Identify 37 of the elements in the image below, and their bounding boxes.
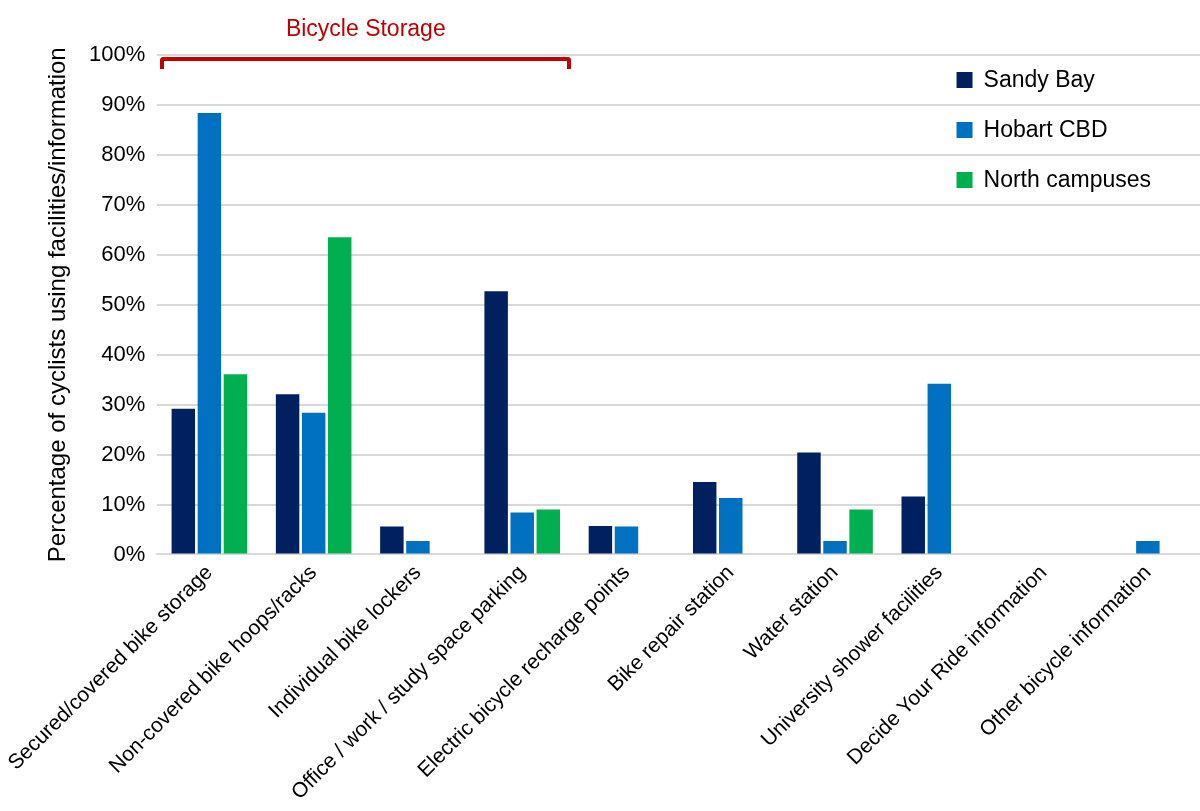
bar <box>823 541 847 554</box>
y-tick-label: 30% <box>101 390 146 416</box>
y-tick-label: 40% <box>101 340 146 366</box>
bar <box>328 237 352 554</box>
bar <box>588 526 613 554</box>
bar <box>719 498 743 554</box>
bar <box>692 482 717 554</box>
y-tick-label: 100% <box>88 41 146 67</box>
y-tick-label: 20% <box>101 440 146 466</box>
bar <box>380 526 404 554</box>
legend-label: North campuses <box>983 166 1152 193</box>
bar <box>484 291 508 554</box>
bar <box>849 509 873 554</box>
bar <box>171 408 196 554</box>
bar <box>536 509 561 554</box>
y-tick-label: 50% <box>101 290 146 316</box>
bar <box>197 112 222 554</box>
bar <box>275 394 300 554</box>
bar <box>301 412 326 554</box>
legend-label: Sandy Bay <box>983 66 1096 93</box>
bar <box>223 374 248 554</box>
bar <box>614 526 639 554</box>
bar <box>406 541 430 554</box>
y-tick-label: 0% <box>113 540 146 566</box>
bar <box>1136 541 1160 554</box>
text: Bicycle Storage <box>285 14 446 41</box>
bar <box>797 452 821 554</box>
bar <box>901 496 925 554</box>
y-tick-label: 70% <box>101 190 146 216</box>
y-tick-label: 60% <box>101 240 146 266</box>
y-tick-label: 90% <box>101 91 146 117</box>
bar <box>927 383 952 554</box>
y-tick-label: 10% <box>101 490 146 516</box>
y-tick-label: 80% <box>101 140 146 166</box>
legend-label: Hobart CBD <box>983 116 1108 143</box>
y-axis-title: Percentage of cyclists using facilities/information <box>43 47 71 563</box>
bar <box>510 512 534 554</box>
